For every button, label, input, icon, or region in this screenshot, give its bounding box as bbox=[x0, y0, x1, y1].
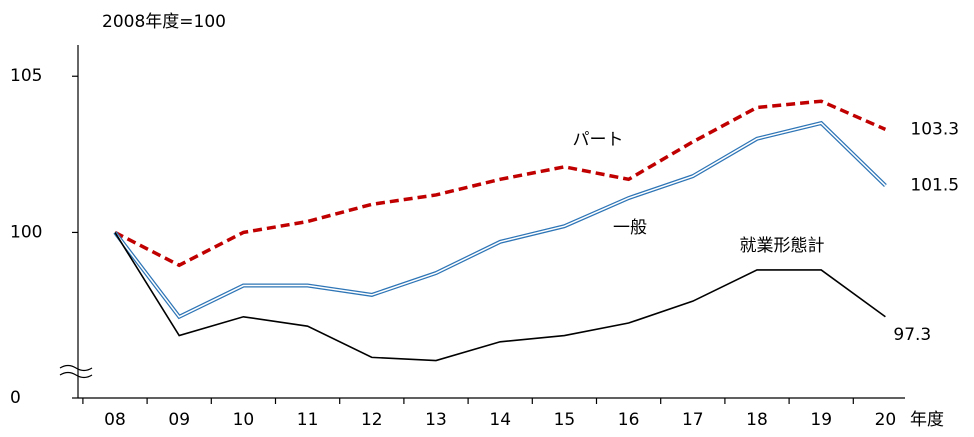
x-tick-label: 15 bbox=[554, 410, 576, 430]
x-tick-label: 17 bbox=[682, 410, 704, 430]
x-tick-label: 12 bbox=[361, 410, 383, 430]
series-line-inner bbox=[114, 122, 886, 318]
axis-break bbox=[59, 364, 93, 379]
series-line bbox=[114, 232, 886, 362]
x-tick-label: 13 bbox=[425, 410, 447, 430]
data-label: 103.3 bbox=[910, 119, 959, 139]
x-tick-label: 10 bbox=[233, 410, 255, 430]
series-line bbox=[114, 99, 887, 268]
series-name: 一般 bbox=[613, 218, 647, 238]
x-tick-label: 09 bbox=[168, 410, 190, 430]
x-tick-label: 11 bbox=[297, 410, 319, 430]
data-label: 101.5 bbox=[910, 176, 959, 196]
x-axis-label: 年度 bbox=[910, 410, 944, 430]
chart-title: 2008年度=100 bbox=[102, 12, 226, 32]
x-tick-label: 19 bbox=[810, 410, 832, 430]
series-name: パート bbox=[573, 130, 624, 150]
series-name: 就業形態計 bbox=[740, 236, 825, 256]
y-tick-label: 105 bbox=[10, 66, 42, 86]
x-tick-label: 14 bbox=[489, 410, 511, 430]
x-tick-label: 20 bbox=[875, 410, 897, 430]
series-line bbox=[113, 120, 887, 320]
x-tick-label: 16 bbox=[618, 410, 640, 430]
y-tick-label: 100 bbox=[10, 222, 42, 242]
data-label: 97.3 bbox=[893, 325, 931, 345]
x-tick-label: 18 bbox=[746, 410, 768, 430]
x-tick-label: 08 bbox=[104, 410, 126, 430]
y-tick-label: 0 bbox=[10, 388, 21, 408]
